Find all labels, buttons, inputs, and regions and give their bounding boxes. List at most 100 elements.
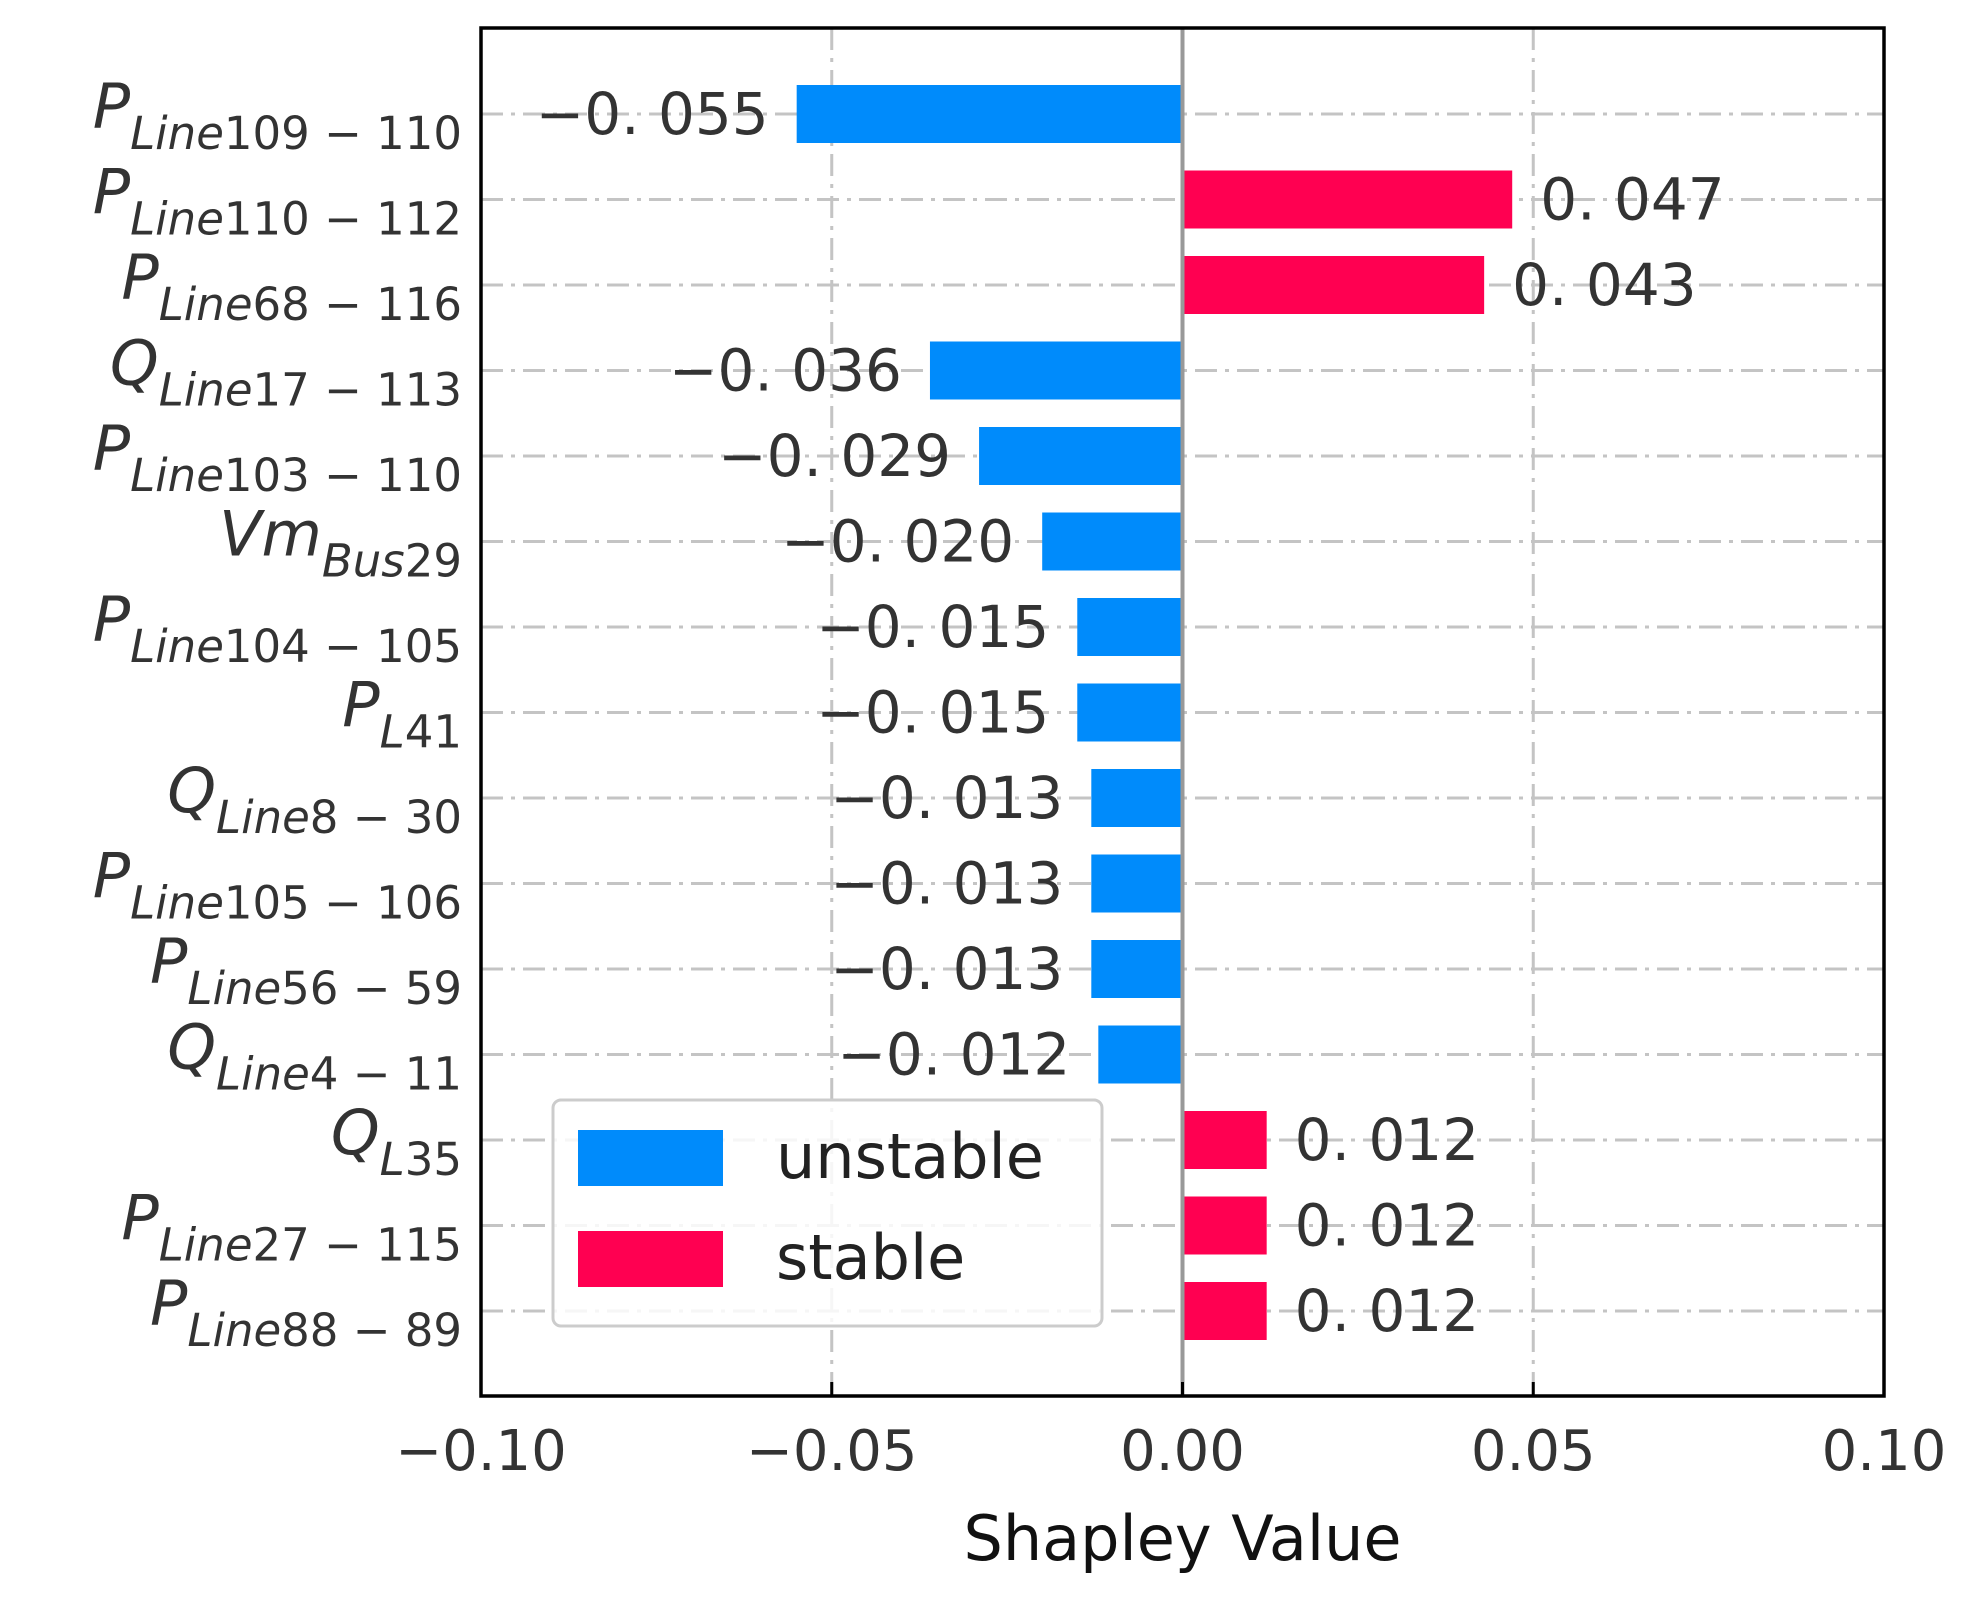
bar <box>1091 854 1183 913</box>
category-subscript: 105 <box>224 877 310 930</box>
category-subscript: − 89 <box>338 1304 462 1357</box>
category-subscript: L <box>380 706 405 759</box>
y-category-label: PLine109 − 110 <box>93 70 462 160</box>
category-main: P <box>121 1182 159 1255</box>
y-category-label: QLine4 − 11 <box>167 1011 462 1101</box>
bar <box>929 341 1183 400</box>
category-subscript: − 106 <box>310 877 462 930</box>
category-main: P <box>150 925 188 998</box>
legend-swatch-stable <box>578 1231 723 1287</box>
value-label: −0. 013 <box>830 850 1063 918</box>
value-label: −0. 036 <box>669 337 902 405</box>
category-subscript: Line <box>159 278 253 331</box>
category-subscript: Line <box>187 1304 281 1357</box>
value-label: 0. 047 <box>1540 166 1724 234</box>
category-subscript: Line <box>130 449 224 502</box>
value-label: −0. 013 <box>830 764 1063 832</box>
x-tick-label: −0.10 <box>395 1419 567 1484</box>
category-subscript: Line <box>130 877 224 930</box>
value-label: −0. 015 <box>816 593 1049 661</box>
category-subscript: − 113 <box>310 364 462 417</box>
value-label: −0. 013 <box>830 935 1063 1003</box>
value-label: 0. 012 <box>1295 1192 1479 1260</box>
bars <box>796 85 1513 1340</box>
value-labels: −0. 055 0. 047 0. 043 −0. 036 −0. 029 −0. 020… <box>536 80 1725 1345</box>
category-subscript: 27 <box>253 1219 310 1272</box>
category-subscript: 35 <box>405 1133 462 1186</box>
bar <box>1098 1025 1183 1084</box>
x-axis-title: Shapley Value <box>963 1502 1401 1575</box>
category-subscript: 109 <box>224 107 310 160</box>
bar <box>1077 683 1183 742</box>
category-subscript: 41 <box>405 706 462 759</box>
bar <box>1091 769 1183 827</box>
category-main: P <box>93 583 131 656</box>
category-subscript: 4 <box>310 1048 339 1101</box>
x-tick-label: 0.00 <box>1120 1419 1245 1484</box>
category-subscript: 29 <box>405 535 462 588</box>
x-tick-label: 0.10 <box>1822 1419 1947 1484</box>
y-category-label: PLine27 − 115 <box>121 1182 462 1272</box>
y-category-label: PLine68 − 116 <box>121 241 462 331</box>
y-category-label: QL35 <box>331 1096 462 1186</box>
legend-swatch-unstable <box>578 1130 723 1186</box>
bar <box>1182 1111 1267 1169</box>
category-subscript: L <box>380 1133 405 1186</box>
y-category-label: VmBus29 <box>219 498 462 588</box>
category-subscript: 8 <box>310 791 339 844</box>
category-main: P <box>121 241 159 314</box>
y-category-label: QLine17 − 113 <box>110 327 462 417</box>
value-label: 0. 043 <box>1512 251 1696 319</box>
category-main: Q <box>167 754 216 827</box>
category-subscript: 88 <box>281 1304 338 1357</box>
category-main: P <box>93 70 131 143</box>
value-label: −0. 012 <box>837 1021 1070 1089</box>
y-category-label: PLine88 − 89 <box>150 1267 462 1357</box>
category-subscript: 110 <box>224 193 310 246</box>
bar <box>796 85 1183 143</box>
bar <box>1077 598 1183 656</box>
category-subscript: Line <box>159 1219 253 1272</box>
bar <box>1182 1282 1267 1340</box>
bar <box>979 427 1183 485</box>
legend-label-stable: stable <box>776 1221 965 1294</box>
y-category-label: PLine56 − 59 <box>150 925 462 1015</box>
y-category-label: PLine110 − 112 <box>93 156 462 246</box>
x-axis-ticks: −0.10 −0.05 0.00 0.05 0.10 <box>395 1382 1946 1484</box>
category-subscript: 103 <box>224 449 310 502</box>
category-main: P <box>93 412 131 485</box>
category-subscript: − 110 <box>310 449 462 502</box>
category-subscript: − 59 <box>338 962 462 1015</box>
bar <box>1182 170 1513 229</box>
category-subscript: − 115 <box>310 1219 462 1272</box>
category-main: Q <box>331 1096 380 1169</box>
category-subscript: 17 <box>253 364 310 417</box>
category-main: P <box>150 1267 188 1340</box>
value-label: −0. 015 <box>816 679 1049 747</box>
y-category-label: PLine104 − 105 <box>93 583 462 673</box>
bar <box>1182 256 1485 314</box>
category-subscript: 68 <box>253 278 310 331</box>
y-category-label: PL41 <box>342 669 462 759</box>
category-subscript: − 112 <box>310 193 462 246</box>
value-label: 0. 012 <box>1295 1106 1479 1174</box>
bar <box>1182 1196 1267 1255</box>
category-subscript: Line <box>130 107 224 160</box>
bar <box>1091 940 1183 998</box>
category-main: Q <box>110 327 159 400</box>
category-subscript: Line <box>216 791 310 844</box>
y-category-label: PLine105 − 106 <box>93 840 462 930</box>
category-main: P <box>93 840 131 913</box>
value-label: −0. 055 <box>536 80 769 148</box>
value-label: 0. 012 <box>1295 1277 1479 1345</box>
category-subscript: Line <box>159 364 253 417</box>
category-subscript: − 30 <box>338 791 462 844</box>
category-subscript: Line <box>187 962 281 1015</box>
x-tick-label: −0.05 <box>746 1419 918 1484</box>
value-label: −0. 029 <box>718 422 951 490</box>
legend-label-unstable: unstable <box>776 1120 1044 1193</box>
category-main: P <box>342 669 380 742</box>
category-subscript: − 105 <box>310 620 462 673</box>
